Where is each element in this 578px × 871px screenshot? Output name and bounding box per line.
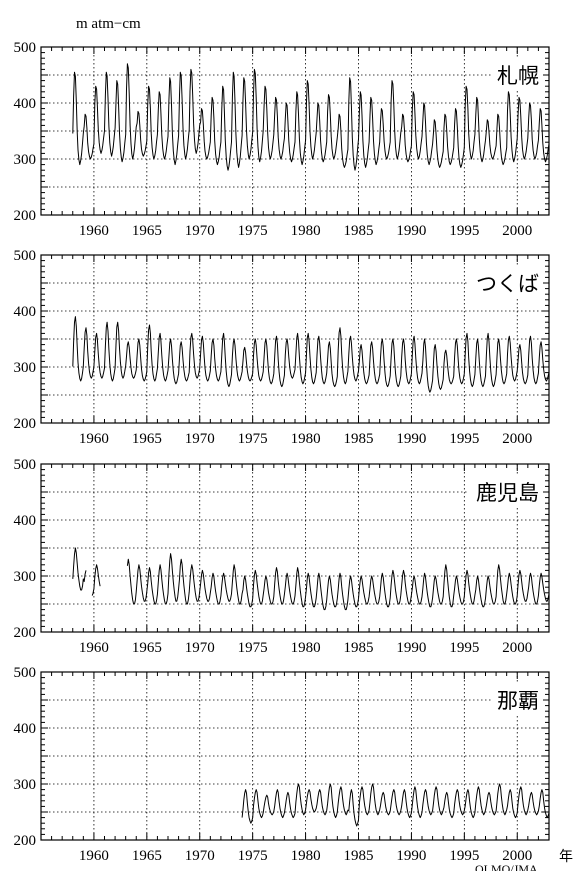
x-tick-label: 1970 xyxy=(185,431,215,447)
x-tick-label: 1980 xyxy=(291,848,321,864)
x-tick-label: 1990 xyxy=(396,223,426,239)
panel-4: 200 300 400 500 1960 1965 1970 1975 1980 1985 1990… xyxy=(14,665,550,864)
y-tick-label: 200 xyxy=(14,833,37,849)
y-tick-label: 400 xyxy=(14,513,37,529)
x-tick-label: 1985 xyxy=(344,848,374,864)
x-tick-label: 1980 xyxy=(291,223,321,239)
x-tick-label: 1975 xyxy=(238,640,268,656)
y-tick-label: 300 xyxy=(14,777,37,793)
x-tick-label: 1960 xyxy=(79,431,109,447)
x-tick-label: 1990 xyxy=(396,640,426,656)
x-tick-label: 1970 xyxy=(185,848,215,864)
x-tick-label: 1960 xyxy=(79,223,109,239)
x-tick-label: 1970 xyxy=(185,223,215,239)
y-tick-label: 400 xyxy=(14,721,37,737)
x-tick-label: 1975 xyxy=(238,431,268,447)
station-label: 鹿児島 xyxy=(476,481,539,505)
panel-2: 200 300 400 500 1960 1965 1970 1975 1980 1985 1990… xyxy=(14,248,550,447)
y-unit-label: m atm−cm xyxy=(76,16,141,32)
x-tick-label: 1975 xyxy=(238,848,268,864)
y-tick-label: 300 xyxy=(14,152,37,168)
y-tick-label: 200 xyxy=(14,208,37,224)
x-tick-label: 1975 xyxy=(238,223,268,239)
station-label-bg xyxy=(491,59,543,89)
ozone-series-line xyxy=(72,63,550,171)
x-tick-label: 1965 xyxy=(132,223,162,239)
panel-1: 200 300 400 500 1960 1965 1970 1975 1980 1985 1990… xyxy=(14,40,550,239)
x-tick-label: 1995 xyxy=(449,431,479,447)
station-label: 札幌 xyxy=(497,64,539,88)
x-tick-label: 1980 xyxy=(291,640,321,656)
x-tick-label: 1995 xyxy=(449,848,479,864)
x-tick-label: 1965 xyxy=(132,431,162,447)
station-label: つくば xyxy=(476,272,539,296)
y-tick-label: 500 xyxy=(14,40,37,56)
y-tick-label: 500 xyxy=(14,665,37,681)
y-tick-label: 500 xyxy=(14,248,37,264)
station-label-bg xyxy=(469,267,543,297)
y-tick-label: 300 xyxy=(14,569,37,585)
panels: 200 300 400 500 1960 1965 1970 1975 1980 1985 1990… xyxy=(14,40,550,864)
x-tick-label: 2000 xyxy=(502,640,532,656)
x-tick-label: 1965 xyxy=(132,640,162,656)
ozone-series-line xyxy=(241,783,550,827)
y-tick-label: 400 xyxy=(14,304,37,320)
x-tick-label: 1980 xyxy=(291,431,321,447)
x-tick-label: 1965 xyxy=(132,848,162,864)
y-tick-label: 400 xyxy=(14,96,37,112)
station-label: 那覇 xyxy=(497,689,539,713)
x-tick-label: 1995 xyxy=(449,223,479,239)
panel-3: 200 300 400 500 1960 1965 1970 1975 1980 1985 1990… xyxy=(14,457,550,656)
x-tick-label: 2000 xyxy=(502,848,532,864)
x-tick-label: 1960 xyxy=(79,640,109,656)
y-tick-label: 200 xyxy=(14,625,37,641)
y-tick-label: 500 xyxy=(14,457,37,473)
ozone-series-line xyxy=(72,316,550,393)
credit-label: OLMO/JMA xyxy=(475,862,538,871)
x-tick-label: 1985 xyxy=(344,223,374,239)
y-tick-label: 200 xyxy=(14,416,37,432)
x-tick-label: 1990 xyxy=(396,848,426,864)
station-label-bg xyxy=(491,684,543,714)
x-tick-label: 1990 xyxy=(396,431,426,447)
x-tick-label: 1960 xyxy=(79,848,109,864)
x-tick-label: 1995 xyxy=(449,640,479,656)
x-tick-label: 1985 xyxy=(344,640,374,656)
x-unit-label: 年 xyxy=(559,849,573,865)
x-tick-label: 1985 xyxy=(344,431,374,447)
ozone-series-line xyxy=(72,547,550,611)
y-tick-label: 300 xyxy=(14,360,37,376)
x-tick-label: 2000 xyxy=(502,223,532,239)
x-tick-label: 2000 xyxy=(502,431,532,447)
x-tick-label: 1970 xyxy=(185,640,215,656)
station-label-bg xyxy=(469,476,543,506)
